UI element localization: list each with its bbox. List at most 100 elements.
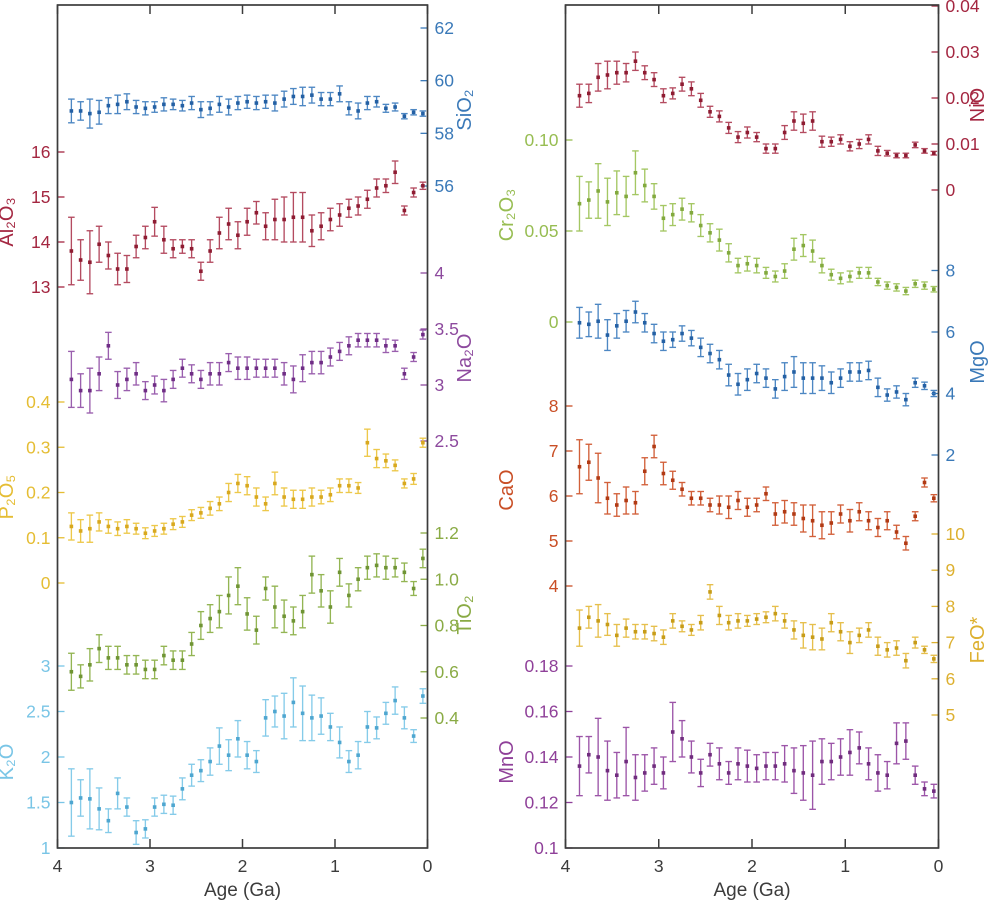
data-point-marker xyxy=(328,725,333,729)
error-bar xyxy=(317,212,325,241)
error-bar xyxy=(799,233,807,258)
error-bar xyxy=(95,787,103,831)
error-bar xyxy=(280,599,288,634)
y-tick-label: 60 xyxy=(435,71,455,91)
data-point-marker xyxy=(624,626,628,630)
error-bar xyxy=(734,612,742,629)
data-point-marker xyxy=(792,119,796,123)
error-bar xyxy=(781,744,788,783)
x-tick-label: 3 xyxy=(145,856,155,876)
data-point-marker xyxy=(773,764,778,768)
data-point-marker xyxy=(932,287,936,292)
error-bar xyxy=(391,339,399,353)
data-point-marker xyxy=(577,320,582,325)
error-bar xyxy=(902,652,910,669)
error-bar xyxy=(105,645,112,671)
data-point-marker xyxy=(328,492,333,497)
x-tick-label: 0 xyxy=(934,856,944,876)
error-bar xyxy=(179,650,186,671)
error-bar xyxy=(650,747,658,785)
data-point-marker xyxy=(670,91,675,96)
error-bar xyxy=(299,191,306,243)
error-bar xyxy=(855,138,863,150)
error-bar xyxy=(622,175,630,218)
error-bar xyxy=(706,223,714,243)
data-point-marker xyxy=(226,360,231,365)
data-point-marker xyxy=(217,372,222,376)
error-bar xyxy=(613,312,621,339)
error-bar xyxy=(594,452,602,504)
data-point-marker xyxy=(885,393,890,397)
series-TiO2 xyxy=(68,548,427,691)
error-bar xyxy=(345,101,353,116)
data-point-marker xyxy=(885,518,890,523)
y-tick-label: 10 xyxy=(946,524,966,544)
data-point-marker xyxy=(745,261,750,266)
data-point-marker xyxy=(633,629,638,634)
error-bar xyxy=(753,612,760,626)
error-bar xyxy=(622,618,630,638)
error-bar xyxy=(893,152,900,159)
data-point-marker xyxy=(97,807,101,811)
error-bar xyxy=(818,627,826,651)
error-bar xyxy=(716,747,723,781)
data-point-marker xyxy=(393,463,397,468)
data-point-marker xyxy=(254,210,259,215)
error-bar xyxy=(114,370,121,400)
error-bar xyxy=(132,820,140,846)
error-bar xyxy=(364,555,371,580)
error-bar xyxy=(271,695,279,728)
error-bar xyxy=(799,622,807,649)
data-point-marker xyxy=(717,762,722,766)
series-Al2O3 xyxy=(68,160,427,295)
error-bar xyxy=(410,729,417,744)
error-bar xyxy=(669,470,677,490)
data-point-marker xyxy=(337,740,342,745)
x-tick-label: 4 xyxy=(53,856,63,876)
data-point-marker xyxy=(866,762,871,766)
data-point-marker xyxy=(736,263,740,268)
error-bar xyxy=(299,86,306,107)
data-point-marker xyxy=(736,762,740,766)
axis-title-Al2O3: Al₂O₃ xyxy=(0,197,18,246)
data-point-marker xyxy=(754,263,759,268)
error-bar xyxy=(253,487,260,507)
error-bar xyxy=(706,105,714,118)
error-bar xyxy=(243,475,251,496)
data-point-marker xyxy=(69,800,74,805)
y-tick-label: 4 xyxy=(435,263,445,283)
data-point-marker xyxy=(199,511,203,515)
data-point-marker xyxy=(782,509,787,514)
error-bar xyxy=(688,490,695,506)
data-point-marker xyxy=(347,344,351,348)
data-point-marker xyxy=(932,151,936,155)
error-bar xyxy=(68,768,75,837)
data-point-marker xyxy=(726,505,731,510)
data-point-marker xyxy=(801,633,806,638)
axis-title-MgO: MgO xyxy=(967,340,989,383)
error-bar xyxy=(744,749,751,783)
error-bar xyxy=(883,760,891,790)
data-point-marker xyxy=(337,570,342,575)
data-point-marker xyxy=(820,637,824,641)
error-bar xyxy=(299,685,306,742)
data-point-marker xyxy=(125,524,129,529)
data-point-marker xyxy=(820,263,824,268)
error-bar xyxy=(725,760,732,785)
error-bar xyxy=(632,150,639,196)
error-bar xyxy=(308,555,316,594)
data-point-marker xyxy=(820,759,824,764)
error-bar xyxy=(142,225,149,250)
data-point-marker xyxy=(236,101,240,105)
error-bar xyxy=(762,751,770,781)
data-point-marker xyxy=(801,121,806,126)
error-bar xyxy=(327,347,334,367)
error-bar xyxy=(401,367,408,381)
data-point-marker xyxy=(670,337,675,342)
error-bar xyxy=(874,636,882,656)
data-point-marker xyxy=(605,200,610,204)
error-bar xyxy=(317,697,325,735)
error-bar xyxy=(151,659,158,680)
y-tick-label: 2 xyxy=(41,747,51,767)
